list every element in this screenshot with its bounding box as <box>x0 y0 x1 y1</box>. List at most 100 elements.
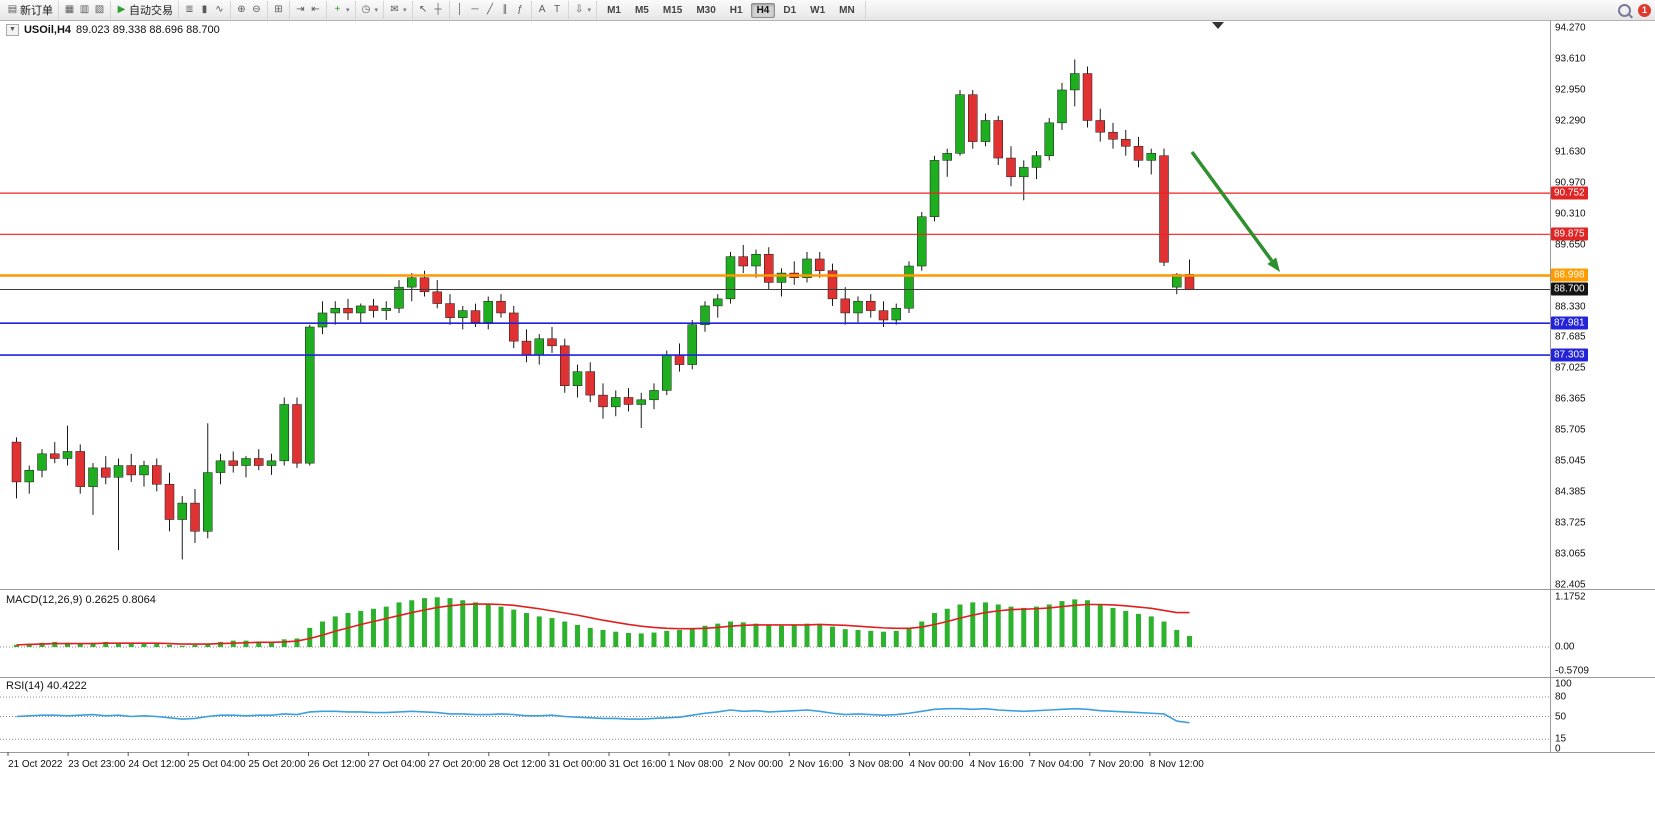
price-axis-tick: 85.045 <box>1555 455 1586 467</box>
horizontal-line-button[interactable]: ─ <box>468 2 483 18</box>
periods-button[interactable]: ◷ ▾ <box>359 2 381 18</box>
search-icon[interactable] <box>1618 3 1631 17</box>
price-axis-tick: 87.685 <box>1555 331 1586 343</box>
auto-scroll-icon: ⇥ <box>296 4 305 15</box>
indicators-button[interactable]: + ▾ <box>330 2 352 18</box>
dropdown-caret-icon[interactable]: ▾ <box>374 7 379 14</box>
rsi-line <box>16 707 1190 724</box>
price-axis-tick: 89.650 <box>1555 239 1586 251</box>
time-axis-label: 31 Oct 00:00 <box>548 759 607 770</box>
tile-windows-button[interactable]: ⊞ <box>271 2 286 18</box>
channel-icon: ∥ <box>502 4 508 15</box>
time-axis-label: 7 Nov 04:00 <box>1029 759 1084 770</box>
time-axis-label: 1 Nov 08:00 <box>669 759 724 770</box>
macd-axis-tick: -0.5709 <box>1555 665 1589 677</box>
zoom-in-button[interactable]: ⊕ <box>234 2 249 18</box>
timeframe-h1-button[interactable]: H1 <box>729 4 743 16</box>
bar-chart-type-button[interactable]: ≣ <box>182 2 197 18</box>
time-axis-label: 25 Oct 20:00 <box>248 759 306 770</box>
cursor-icon: ↖ <box>418 4 428 15</box>
vertical-line-button[interactable]: │ <box>453 2 468 18</box>
time-axis-label: 23 Oct 23:00 <box>68 759 126 770</box>
price-axis-tick: 83.725 <box>1555 517 1586 529</box>
timeframe-m30-button[interactable]: M30 <box>696 4 716 16</box>
new-order-button[interactable]: ▤ 新订单 <box>5 2 55 18</box>
price-badge: 89.875 <box>1551 227 1588 241</box>
auto-trading-button[interactable]: ▶ 自动交易 <box>114 2 175 18</box>
macd-axis-tick: 1.1752 <box>1555 591 1586 603</box>
timeframe-m15-button[interactable]: M15 <box>662 4 683 16</box>
timeframe-h4-button[interactable]: H4 <box>750 2 776 18</box>
trend-arrow[interactable] <box>1190 150 1274 262</box>
text-icon: A <box>538 4 546 15</box>
chart-window[interactable]: ▼ USOil,H4 89.023 89.338 88.696 88.700 M… <box>0 20 1655 818</box>
chart-shift-button[interactable]: ⇤ <box>308 2 323 18</box>
rsi-axis-tick: 15 <box>1555 733 1567 745</box>
profiles-icon: ▥ <box>79 4 90 15</box>
arrow-tool-icon: ⇩ <box>574 4 584 15</box>
fibonacci-icon: ƒ <box>517 4 523 15</box>
profiles-button[interactable]: ▥ <box>77 2 92 18</box>
notifications-badge[interactable]: 1 <box>1638 3 1651 17</box>
new-order-icon: ▤ <box>7 4 18 15</box>
rsi-axis-tick: 80 <box>1555 691 1567 703</box>
line-chart-icon: ∿ <box>215 4 224 15</box>
text-label-button[interactable]: T <box>550 2 565 18</box>
trend-arrow-head <box>1267 257 1280 272</box>
price-axis-tick: 91.630 <box>1555 146 1586 158</box>
market-watch-button[interactable]: ▨ <box>92 2 107 18</box>
candlestick-chart-type-button[interactable]: ▮ <box>197 2 212 18</box>
text-label-icon: T <box>553 4 561 15</box>
main-toolbar: ▤ 新订单 ▦ ▥ ▨ ▶ 自动交易 ≣ ▮ ∿ ⊕ ⊖ ⊞ ⇥ ⇤ + ▾ ◷ ▾ ✉ ▾ ↖ ┼ │ ─ ╱ ∥ ƒ A T ⇩ ▾ M1 M… <box>0 0 1655 21</box>
time-axis-label: 8 Nov 12:00 <box>1149 759 1204 770</box>
text-button[interactable]: A <box>535 2 550 18</box>
time-axis-label: 2 Nov 00:00 <box>729 759 784 770</box>
new-order-button-label: 新订单 <box>20 5 53 17</box>
time-axis-label: 24 Oct 12:00 <box>128 759 186 770</box>
fibonacci-button[interactable]: ƒ <box>513 2 528 18</box>
timeframe-mn-button[interactable]: MN <box>839 4 855 16</box>
market-watch-icon: ▨ <box>94 4 105 15</box>
cursor-button[interactable]: ↖ <box>416 2 431 18</box>
price-axis-tick: 82.405 <box>1555 579 1586 591</box>
chart-window-icon: ▦ <box>64 4 75 15</box>
time-axis-label: 28 Oct 12:00 <box>488 759 547 770</box>
price-axis-tick: 85.705 <box>1555 424 1586 436</box>
chart-ohlc-values: 89.023 89.338 88.696 88.700 <box>76 24 220 36</box>
time-axis-label: 4 Nov 16:00 <box>969 759 1024 770</box>
channel-button[interactable]: ∥ <box>498 2 513 18</box>
templates-button[interactable]: ✉ ▾ <box>387 2 409 18</box>
arrows-button[interactable]: ⇩ ▾ <box>572 2 594 18</box>
rsi-indicator-label: RSI(14) 40.4222 <box>6 680 87 692</box>
price-badge: 90.752 <box>1551 186 1588 200</box>
dropdown-caret-icon[interactable]: ▾ <box>587 7 592 14</box>
time-axis-label: 25 Oct 04:00 <box>188 759 246 770</box>
price-axis-tick: 92.290 <box>1555 115 1586 127</box>
timeframe-m5-button[interactable]: M5 <box>634 4 649 16</box>
timeframe-w1-button[interactable]: W1 <box>810 4 826 16</box>
crosshair-icon: ┼ <box>434 4 442 15</box>
zoom-out-button[interactable]: ⊖ <box>249 2 264 18</box>
price-badge: 88.700 <box>1551 282 1588 296</box>
auto-scroll-button[interactable]: ⇥ <box>293 2 308 18</box>
chart-canvas[interactable] <box>0 20 1655 818</box>
rsi-axis-tick: 50 <box>1555 711 1567 722</box>
price-badge: 87.981 <box>1551 316 1588 330</box>
price-axis-tick: 94.270 <box>1555 22 1586 34</box>
rsi-axis-tick: 100 <box>1555 678 1572 690</box>
crosshair-button[interactable]: ┼ <box>431 2 446 18</box>
dropdown-caret-icon[interactable]: ▾ <box>346 7 350 14</box>
chevron-down-icon[interactable]: ▼ <box>6 24 19 36</box>
timeframe-m1-button[interactable]: M1 <box>607 4 621 16</box>
chart-symbol-period: USOil,H4 <box>23 24 72 36</box>
chart-shift-marker[interactable] <box>1212 22 1224 29</box>
macd-indicator-label: MACD(12,26,9) 0.2625 0.8064 <box>6 594 156 606</box>
macd-histogram <box>14 597 1192 647</box>
timeframe-d1-button[interactable]: D1 <box>783 4 797 16</box>
charts-button[interactable]: ▦ <box>62 2 77 18</box>
time-axis-label: 4 Nov 00:00 <box>909 759 964 770</box>
line-chart-type-button[interactable]: ∿ <box>212 2 227 18</box>
trendline-button[interactable]: ╱ <box>483 2 498 18</box>
auto-trading-button-label: 自动交易 <box>129 5 173 17</box>
dropdown-caret-icon[interactable]: ▾ <box>403 7 407 14</box>
